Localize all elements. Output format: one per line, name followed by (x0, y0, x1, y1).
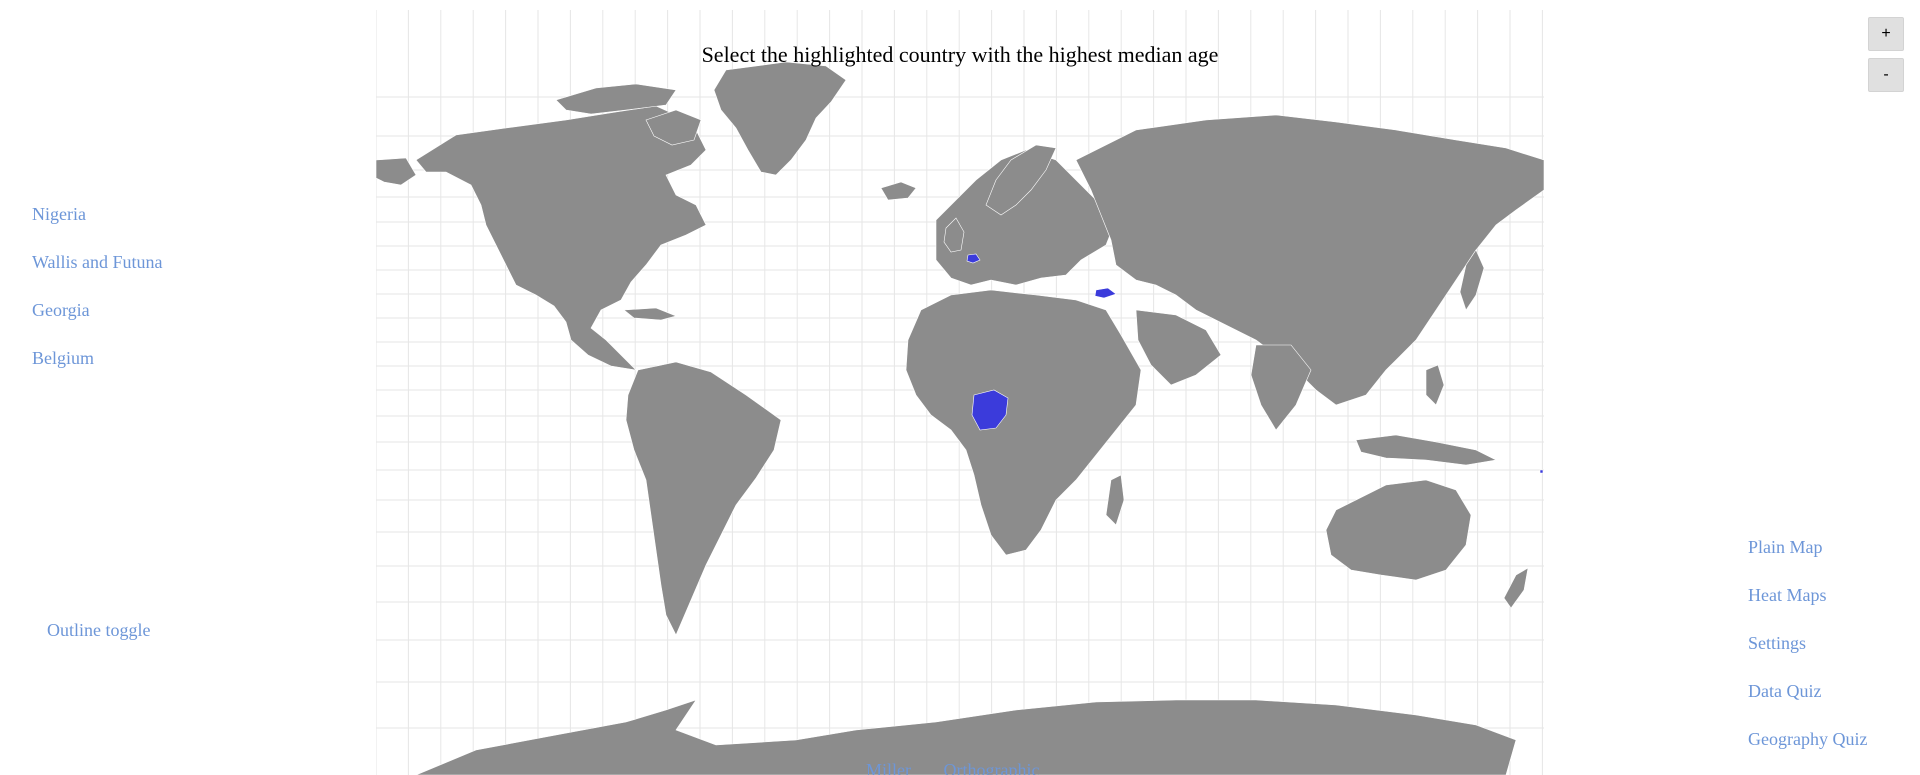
landmass-caribbean[interactable] (623, 307, 677, 321)
landmass-india[interactable] (1250, 344, 1312, 431)
landmass-asia[interactable] (1075, 114, 1544, 406)
landmass-indonesia[interactable] (1355, 434, 1497, 466)
landmass-greenland[interactable] (713, 61, 847, 176)
option-belgium[interactable]: Belgium (32, 348, 94, 368)
zoom-out-button[interactable]: - (1868, 58, 1904, 92)
nav-plain-map[interactable]: Plain Map (1748, 537, 1823, 557)
landmass-south-america[interactable] (625, 361, 782, 636)
landmass-north-america[interactable] (415, 105, 707, 371)
country-nigeria[interactable] (971, 389, 1009, 431)
landmass-antarctica[interactable] (415, 699, 1517, 775)
landmasses (376, 61, 1544, 775)
nav-settings[interactable]: Settings (1748, 633, 1807, 653)
highlighted-countries (966, 253, 1544, 474)
landmass-arctic-islands[interactable] (555, 83, 677, 115)
landmass-philippines[interactable] (1425, 364, 1445, 406)
landmass-japan[interactable] (1459, 249, 1485, 311)
option-georgia[interactable]: Georgia (32, 300, 90, 320)
zoom-in-button[interactable]: + (1868, 17, 1904, 51)
projection-orthographic-link[interactable]: Orthographic (943, 760, 1040, 775)
world-map-svg[interactable] (376, 10, 1544, 775)
option-wallis-and-futuna[interactable]: Wallis and Futuna (32, 252, 163, 272)
landmass-new-zealand[interactable] (1503, 567, 1529, 609)
landmass-alaska[interactable] (376, 157, 417, 186)
landmass-british-isles[interactable] (943, 217, 965, 253)
country-wallis-and-futuna[interactable] (1539, 469, 1544, 474)
country-belgium[interactable] (966, 253, 981, 264)
landmass-scandinavia[interactable] (985, 144, 1057, 216)
nav-heat-maps[interactable]: Heat Maps (1748, 585, 1827, 605)
landmass-iceland[interactable] (880, 181, 917, 201)
nav-data-quiz[interactable]: Data Quiz (1748, 681, 1822, 701)
answer-options: Nigeria Wallis and Futuna Georgia Belgiu… (32, 190, 163, 382)
landmass-madagascar[interactable] (1105, 474, 1125, 526)
option-nigeria[interactable]: Nigeria (32, 204, 86, 224)
world-map[interactable] (376, 10, 1544, 775)
landmass-arabia[interactable] (1135, 309, 1222, 386)
landmass-baffin[interactable] (645, 109, 702, 146)
landmass-africa[interactable] (905, 289, 1142, 556)
landmass-europe[interactable] (935, 149, 1117, 286)
outline-toggle-link[interactable]: Outline toggle (47, 620, 151, 640)
country-georgia[interactable] (1094, 287, 1117, 299)
projection-miller-link[interactable]: Miller (866, 760, 911, 775)
right-nav: Plain Map Heat Maps Settings Data Quiz G… (1748, 532, 1867, 772)
nav-geography-quiz[interactable]: Geography Quiz (1748, 729, 1868, 749)
projection-links: Miller Orthographic (866, 760, 1067, 775)
landmass-australia[interactable] (1325, 479, 1472, 581)
